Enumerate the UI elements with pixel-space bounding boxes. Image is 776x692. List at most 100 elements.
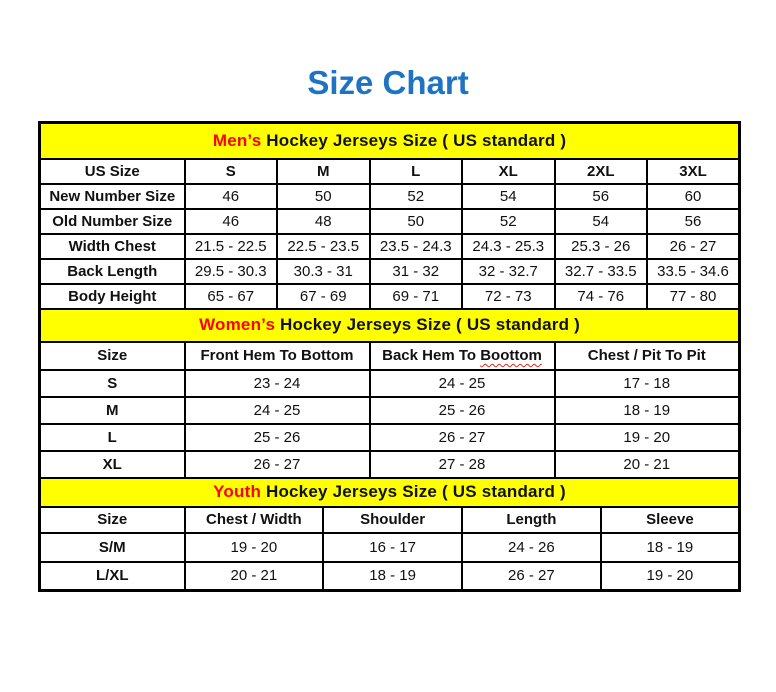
cell: 56 bbox=[646, 207, 741, 235]
cell: 23.5 - 24.3 bbox=[368, 232, 463, 260]
row-label: M bbox=[38, 395, 186, 425]
cell: 54 bbox=[553, 207, 648, 235]
row-label: Width Chest bbox=[38, 232, 186, 260]
cell: 54 bbox=[461, 182, 556, 210]
cell: 69 - 71 bbox=[368, 282, 463, 310]
row-label: Back Length bbox=[38, 257, 186, 285]
womens-header-text: Hockey Jerseys Size ( US standard ) bbox=[275, 315, 580, 334]
cell: 26 - 27 bbox=[368, 422, 556, 452]
cell: 18 - 19 bbox=[553, 395, 741, 425]
womens-column-header-row: Size Front Hem To Bottom Back Hem To Boo… bbox=[38, 340, 741, 371]
cell: 50 bbox=[276, 182, 371, 210]
womens-column-header: Size bbox=[38, 340, 186, 371]
cell: 24 - 25 bbox=[368, 368, 556, 398]
womens-column-header: Front Hem To Bottom bbox=[183, 340, 371, 371]
cell: 56 bbox=[553, 182, 648, 210]
youth-column-header-row: Size Chest / Width Shoulder Length Sleev… bbox=[38, 505, 741, 534]
youth-column-header: Sleeve bbox=[599, 505, 741, 534]
table-row: L/XL 20 - 21 18 - 19 26 - 27 19 - 20 bbox=[38, 560, 741, 592]
cell: 74 - 76 bbox=[553, 282, 648, 310]
youth-column-header: Shoulder bbox=[322, 505, 463, 534]
table-row: Old Number Size 46 48 50 52 54 56 bbox=[38, 207, 741, 235]
womens-section-header-row: Women’s Hockey Jerseys Size ( US standar… bbox=[38, 307, 741, 343]
mens-section-header: Men’s Hockey Jerseys Size ( US standard … bbox=[38, 121, 741, 160]
mens-section-header-row: Men’s Hockey Jerseys Size ( US standard … bbox=[38, 121, 741, 160]
size-chart-table: Men’s Hockey Jerseys Size ( US standard … bbox=[38, 121, 742, 592]
cell: 29.5 - 30.3 bbox=[183, 257, 278, 285]
mens-column-header: US Size bbox=[38, 157, 186, 185]
cell: 46 bbox=[183, 182, 278, 210]
womens-accent-word: Women’s bbox=[199, 315, 276, 334]
cell: 48 bbox=[276, 207, 371, 235]
row-label: S bbox=[38, 368, 186, 398]
spellcheck-underlined-word: Boottom bbox=[480, 347, 542, 364]
cell: 24 - 26 bbox=[461, 531, 602, 563]
cell: 27 - 28 bbox=[368, 449, 556, 479]
table-row: Body Height 65 - 67 67 - 69 69 - 71 72 -… bbox=[38, 282, 741, 310]
row-label: L/XL bbox=[38, 560, 186, 592]
youth-column-header: Chest / Width bbox=[183, 505, 325, 534]
cell: 67 - 69 bbox=[276, 282, 371, 310]
cell: 52 bbox=[461, 207, 556, 235]
cell: 25.3 - 26 bbox=[553, 232, 648, 260]
row-label: XL bbox=[38, 449, 186, 479]
mens-column-header-row: US Size S M L XL 2XL 3XL bbox=[38, 157, 741, 185]
youth-section-header-row: Youth Hockey Jerseys Size ( US standard … bbox=[38, 476, 741, 508]
cell: 18 - 19 bbox=[322, 560, 463, 592]
cell: 25 - 26 bbox=[368, 395, 556, 425]
cell: 23 - 24 bbox=[183, 368, 371, 398]
row-label: L bbox=[38, 422, 186, 452]
cell: 77 - 80 bbox=[646, 282, 741, 310]
cell: 17 - 18 bbox=[553, 368, 741, 398]
cell: 24 - 25 bbox=[183, 395, 371, 425]
cell: 22.5 - 23.5 bbox=[276, 232, 371, 260]
table-row: S 23 - 24 24 - 25 17 - 18 bbox=[38, 368, 741, 398]
table-row: S/M 19 - 20 16 - 17 24 - 26 18 - 19 bbox=[38, 531, 741, 563]
cell: 19 - 20 bbox=[599, 560, 741, 592]
cell: 20 - 21 bbox=[183, 560, 325, 592]
cell: 46 bbox=[183, 207, 278, 235]
table-row: XL 26 - 27 27 - 28 20 - 21 bbox=[38, 449, 741, 479]
table-row: Width Chest 21.5 - 22.5 22.5 - 23.5 23.5… bbox=[38, 232, 741, 260]
cell: 18 - 19 bbox=[599, 531, 741, 563]
cell: 65 - 67 bbox=[183, 282, 278, 310]
table-row: L 25 - 26 26 - 27 19 - 20 bbox=[38, 422, 741, 452]
womens-section-header: Women’s Hockey Jerseys Size ( US standar… bbox=[38, 307, 741, 343]
cell: 72 - 73 bbox=[461, 282, 556, 310]
table-row: M 24 - 25 25 - 26 18 - 19 bbox=[38, 395, 741, 425]
mens-column-header: L bbox=[368, 157, 463, 185]
cell: 19 - 20 bbox=[553, 422, 741, 452]
cell: 31 - 32 bbox=[368, 257, 463, 285]
mens-column-header: XL bbox=[461, 157, 556, 185]
cell: 50 bbox=[368, 207, 463, 235]
youth-accent-word: Youth bbox=[213, 482, 262, 501]
womens-column-header: Chest / Pit To Pit bbox=[553, 340, 741, 371]
cell: 26 - 27 bbox=[646, 232, 741, 260]
mens-column-header: 2XL bbox=[553, 157, 648, 185]
youth-column-header: Length bbox=[461, 505, 602, 534]
table-row: Back Length 29.5 - 30.3 30.3 - 31 31 - 3… bbox=[38, 257, 741, 285]
cell: 32 - 32.7 bbox=[461, 257, 556, 285]
cell: 24.3 - 25.3 bbox=[461, 232, 556, 260]
cell: 20 - 21 bbox=[553, 449, 741, 479]
row-label: New Number Size bbox=[38, 182, 186, 210]
youth-column-header: Size bbox=[38, 505, 186, 534]
mens-column-header: M bbox=[276, 157, 371, 185]
row-label: Old Number Size bbox=[38, 207, 186, 235]
mens-column-header: S bbox=[183, 157, 278, 185]
mens-accent-word: Men’s bbox=[212, 130, 262, 150]
cell: 30.3 - 31 bbox=[276, 257, 371, 285]
table-row: New Number Size 46 50 52 54 56 60 bbox=[38, 182, 741, 210]
cell: 19 - 20 bbox=[183, 531, 325, 563]
youth-section-header: Youth Hockey Jerseys Size ( US standard … bbox=[38, 476, 741, 508]
womens-column-header-misspelled: Back Hem To Boottom bbox=[368, 340, 556, 371]
cell: 25 - 26 bbox=[183, 422, 371, 452]
cell: 32.7 - 33.5 bbox=[553, 257, 648, 285]
cell: 60 bbox=[646, 182, 741, 210]
mens-header-text: Hockey Jerseys Size ( US standard ) bbox=[261, 130, 567, 150]
cell: 21.5 - 22.5 bbox=[183, 232, 278, 260]
cell: 16 - 17 bbox=[322, 531, 463, 563]
row-label: S/M bbox=[38, 531, 186, 563]
youth-header-text: Hockey Jerseys Size ( US standard ) bbox=[261, 482, 566, 501]
